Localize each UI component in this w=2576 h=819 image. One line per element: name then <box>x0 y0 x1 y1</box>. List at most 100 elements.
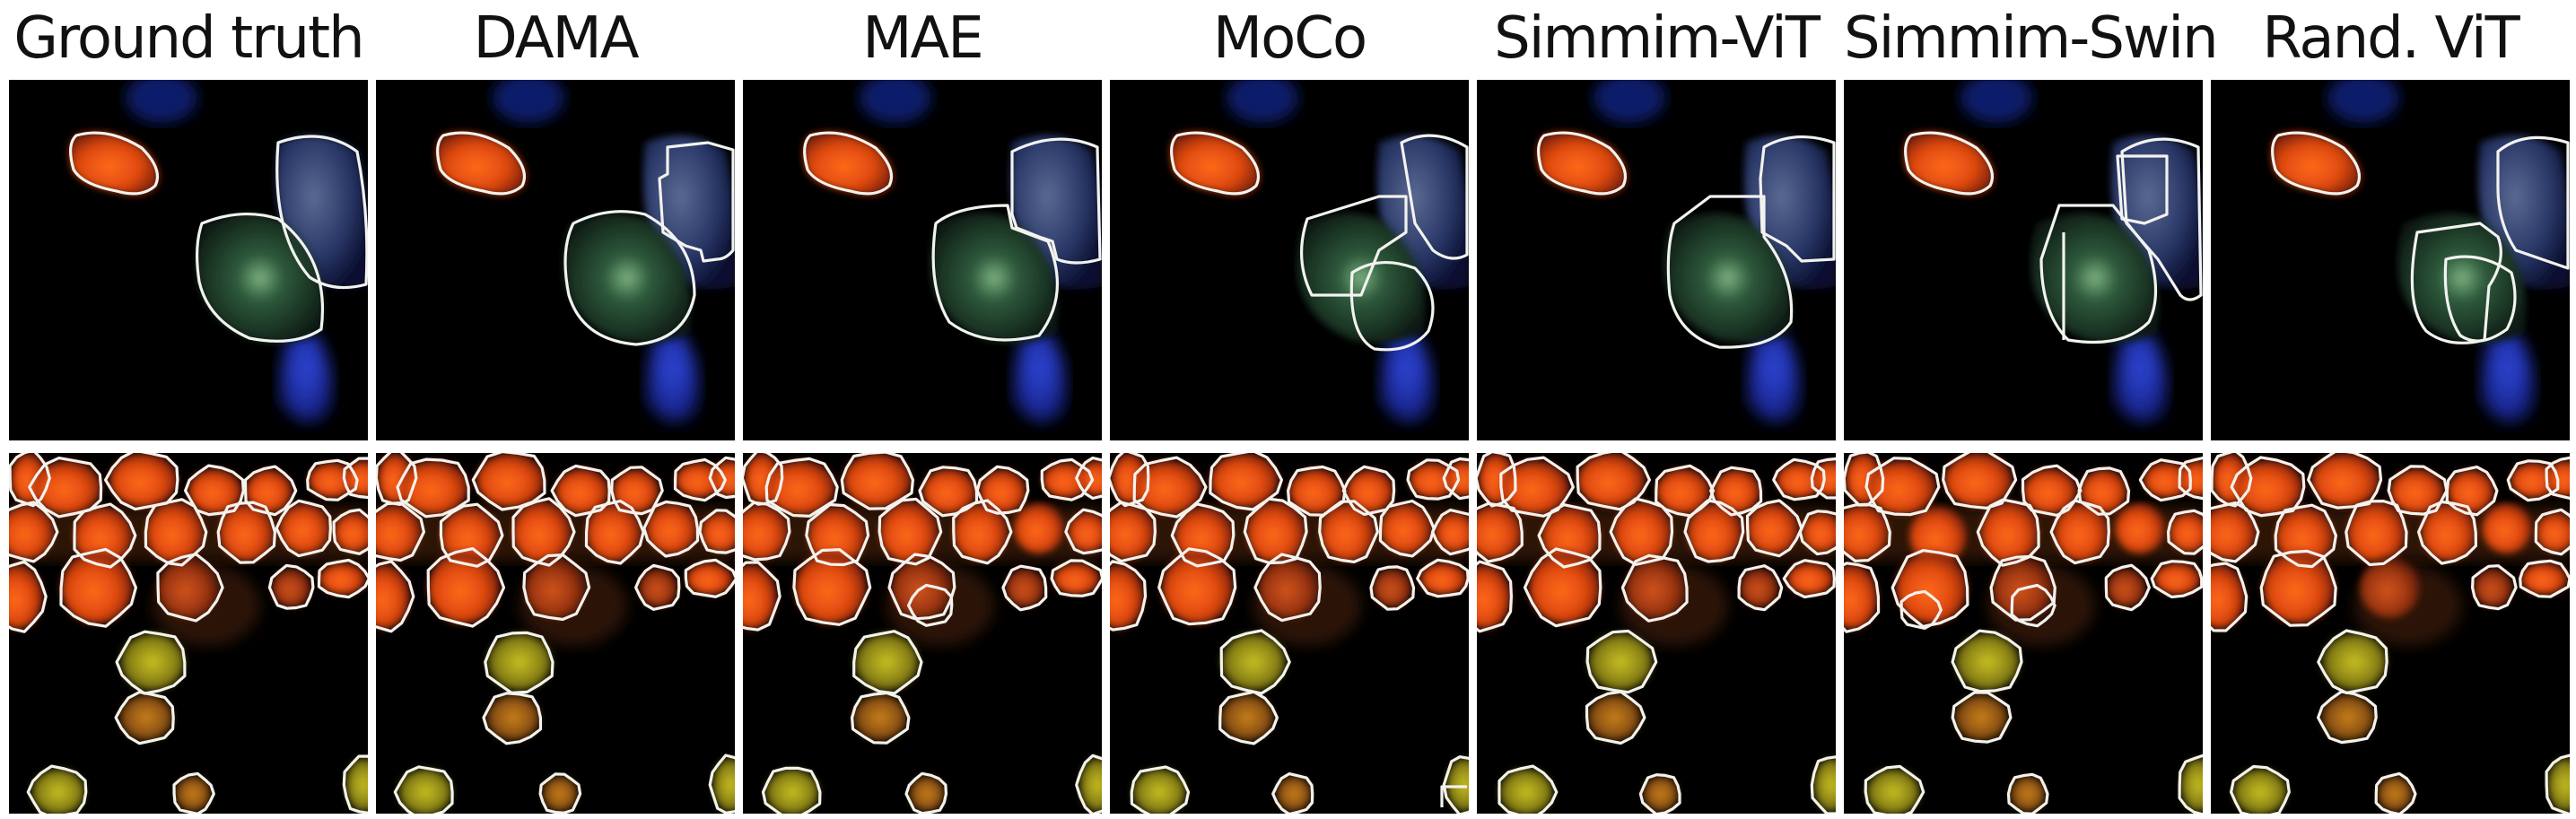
cell-outline <box>2417 500 2477 565</box>
cell-outline <box>803 131 894 196</box>
cell-outline <box>2443 255 2517 343</box>
cell-outline <box>2387 465 2449 516</box>
cell-outline <box>1253 553 1322 623</box>
cell-outline <box>2230 456 2306 518</box>
cell-outline <box>2410 222 2502 344</box>
segmentation-outlines <box>69 131 368 343</box>
segmentation-outlines <box>803 131 1102 342</box>
cell-outline <box>1942 453 2018 510</box>
cell-outline <box>1110 560 1148 632</box>
cell-outline <box>275 499 332 558</box>
segmentation-outlines <box>2211 453 2570 814</box>
cell-outline <box>115 630 187 695</box>
cell-outline <box>1219 629 1291 695</box>
cell-outline <box>2545 456 2570 500</box>
cell-outline <box>2506 459 2560 502</box>
cell-outline <box>243 465 298 517</box>
panel-mae-sample-1 <box>743 80 1102 440</box>
cell-outline <box>1782 559 1836 599</box>
panel-rand-vit-sample-1 <box>2211 80 2570 440</box>
cell-outline <box>1400 134 1469 260</box>
cell-outline <box>1341 465 1396 516</box>
cell-outline <box>2178 456 2203 501</box>
cell-outline <box>484 631 554 694</box>
segmentation-outlines <box>1110 453 1469 814</box>
panel-simmim-vit-sample-1 <box>1477 80 1836 440</box>
panel-simmim-swin-sample-2 <box>1844 453 2203 814</box>
cell-outline <box>2120 137 2203 301</box>
cell-outline <box>2317 629 2388 694</box>
cell-outline <box>1844 562 1881 633</box>
segmentation-outlines <box>376 453 735 814</box>
cell-outline <box>907 583 954 627</box>
cell-outline <box>2445 466 2499 517</box>
segmentation-outlines <box>1537 131 1836 349</box>
cell-outline <box>1040 457 1095 501</box>
cell-outline <box>2211 562 2249 632</box>
cell-outline <box>1050 559 1102 597</box>
cell-outline <box>1976 498 2040 567</box>
cell-outline <box>2534 508 2570 556</box>
cell-outline <box>887 553 956 621</box>
cell-outline <box>1537 131 1628 196</box>
cell-outline <box>743 453 784 506</box>
panel-ground-truth-sample-1 <box>9 80 368 440</box>
cell-outline <box>1904 131 1995 196</box>
cell-outline <box>1477 453 1517 508</box>
microscopy-image <box>9 80 368 440</box>
microscopy-image <box>376 80 735 440</box>
cell-outline <box>306 458 359 501</box>
microscopy-image <box>743 80 1102 440</box>
cell-outline <box>1170 502 1236 568</box>
cell-outline <box>851 691 911 745</box>
cell-outline <box>673 457 727 502</box>
cell-outline <box>2167 509 2203 555</box>
panel-rand-vit-sample-2 <box>2211 453 2570 814</box>
cell-outline <box>426 547 506 628</box>
microscopy-image <box>743 453 1102 814</box>
cell-outline <box>975 465 1030 515</box>
cell-outline <box>1110 501 1157 563</box>
column-title-ground-truth: Ground truth <box>13 5 364 72</box>
cell-outline <box>1130 765 1191 814</box>
cell-outline <box>1585 690 1646 745</box>
cell-outline <box>1001 564 1048 612</box>
cell-outline <box>634 563 681 611</box>
cell-outline <box>1638 773 1681 814</box>
segmentation-outlines <box>1904 131 2203 344</box>
cell-outline <box>196 212 325 343</box>
cell-outline <box>2077 466 2131 516</box>
cell-outline <box>952 499 1013 565</box>
cell-outline <box>1745 499 1803 558</box>
cell-outline <box>904 771 947 814</box>
cell-outline <box>2150 560 2203 599</box>
cell-outline <box>2271 131 2362 196</box>
panel-moco-sample-2 <box>1110 453 1469 814</box>
cell-outline <box>1523 547 1602 628</box>
cell-outline <box>396 457 470 518</box>
cell-outline <box>2545 754 2570 814</box>
cell-outline <box>1416 558 1469 598</box>
microscopy-image <box>1844 80 2203 440</box>
cell-outline <box>1300 195 1408 297</box>
cell-outline <box>184 464 245 517</box>
cell-outline <box>439 502 504 568</box>
cell-outline <box>1772 457 1826 501</box>
cell-outline <box>1810 457 1836 500</box>
cell-outline <box>1864 457 1941 517</box>
column-title-simmim-swin: Simmim-Swin <box>1844 5 2219 72</box>
cell-outline <box>2039 204 2158 344</box>
cell-outline <box>2274 503 2337 569</box>
microscopy-image <box>2211 453 2570 814</box>
cell-outline <box>2116 154 2169 225</box>
microscopy-image <box>1477 453 1836 814</box>
cell-outline <box>2178 754 2203 814</box>
segmentation-outlines <box>1844 453 2203 814</box>
microscopy-image <box>1477 80 1836 440</box>
cell-outline <box>1810 755 1836 814</box>
segmentation-outlines <box>436 131 735 346</box>
cell-outline <box>9 501 59 563</box>
cell-outline <box>1170 131 1261 196</box>
cell-outline <box>1369 565 1416 611</box>
column-title-mae: MAE <box>862 5 983 72</box>
